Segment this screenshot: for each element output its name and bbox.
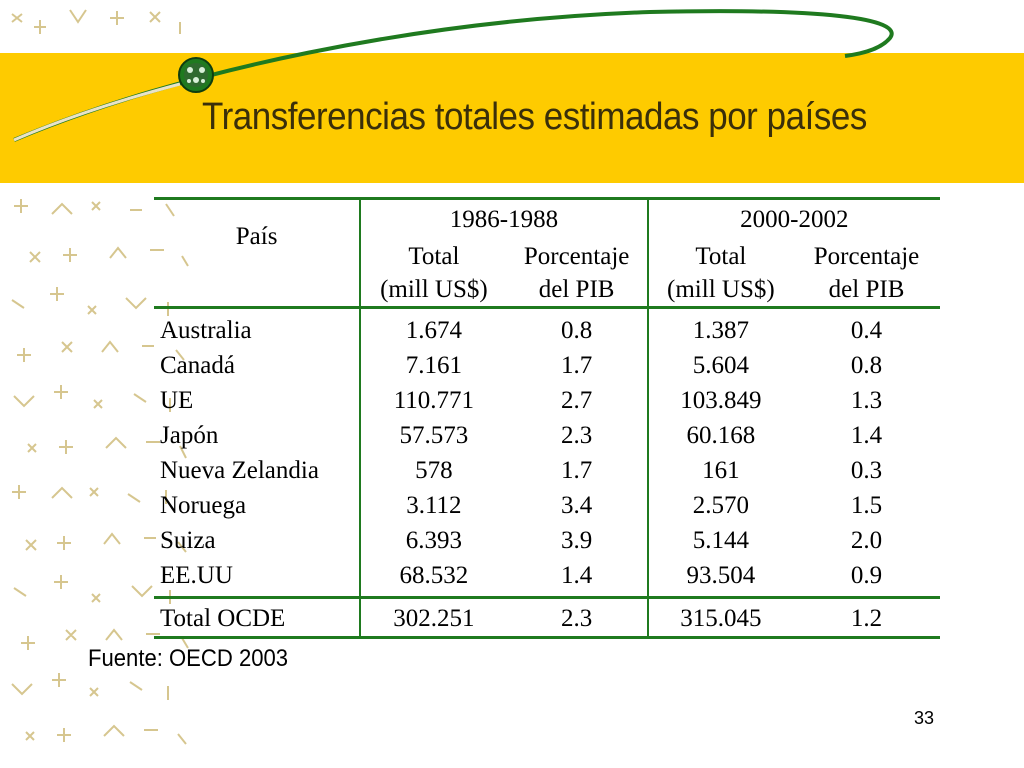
table-row: Japón 57.573 2.3 60.168 1.4 bbox=[154, 418, 940, 453]
cell-total-0002: 315.045 bbox=[646, 597, 794, 638]
cell-country-total: Total OCDE bbox=[160, 605, 286, 632]
cell-total-8688: 110.771 bbox=[359, 383, 507, 418]
table-total-row: Total OCDE 302.251 2.3 315.045 1.2 bbox=[154, 597, 940, 638]
cell-total-8688: 1.674 bbox=[359, 307, 507, 348]
header-total-label: Total bbox=[408, 243, 460, 270]
header-country-spacer bbox=[154, 273, 360, 308]
source-note: Fuente: OECD 2003 bbox=[88, 645, 289, 672]
cell-total-0002: 60.168 bbox=[646, 418, 794, 453]
header-pct-unit-1: del PIB bbox=[538, 276, 615, 303]
table-row: Australia 1.674 0.8 1.387 0.4 bbox=[154, 307, 940, 348]
cell-pct-8688: 3.9 bbox=[560, 527, 593, 554]
cell-pct-0002: 0.3 bbox=[850, 457, 883, 484]
cell-total-0002: 161 bbox=[646, 453, 794, 488]
cell-pct-0002: 2.0 bbox=[850, 527, 883, 554]
cell-total-0002: 103.849 bbox=[646, 383, 794, 418]
header-band bbox=[0, 53, 1024, 183]
cell-pct-8688: 2.7 bbox=[560, 387, 593, 414]
header-total-unit-1: (mill US$) bbox=[359, 273, 507, 308]
cell-pct-8688: 0.8 bbox=[560, 317, 593, 344]
cell-total-8688: 68.532 bbox=[359, 558, 507, 598]
cell-total-0002: 93.504 bbox=[646, 558, 794, 598]
cell-pct-0002: 1.2 bbox=[850, 605, 883, 632]
header-period-1986-1988: 1986-1988 bbox=[359, 198, 648, 240]
header-total-1: Total bbox=[359, 240, 507, 273]
header-pct-unit-2: del PIB bbox=[828, 276, 905, 303]
table-row: Suiza 6.393 3.9 5.144 2.0 bbox=[154, 523, 940, 558]
cell-total-8688: 302.251 bbox=[359, 597, 507, 638]
header-period-2000-2002: 2000-2002 bbox=[646, 198, 940, 240]
table-row: EE.UU 68.532 1.4 93.504 0.9 bbox=[154, 558, 940, 598]
globe-icon bbox=[178, 57, 214, 93]
cell-country: Suiza bbox=[160, 527, 216, 554]
header-pct-label: Porcentaje bbox=[813, 243, 920, 270]
header-total-2: Total bbox=[646, 240, 794, 273]
cell-pct-8688: 2.3 bbox=[560, 422, 593, 449]
cell-pct-0002: 0.4 bbox=[850, 317, 883, 344]
cell-pct-0002: 1.3 bbox=[850, 387, 883, 414]
swoosh-decoration bbox=[13, 9, 894, 142]
cell-pct-8688: 2.3 bbox=[560, 605, 593, 632]
cell-total-8688: 6.393 bbox=[359, 523, 507, 558]
cell-pct-0002: 1.5 bbox=[850, 492, 883, 519]
cell-pct-0002: 1.4 bbox=[850, 422, 883, 449]
slide-title: Transferencias totales estimadas por paí… bbox=[202, 96, 867, 138]
cell-country: UE bbox=[160, 387, 194, 414]
cell-country: Noruega bbox=[160, 492, 247, 519]
transfers-table: País 1986-1988 2000-2002 Total Porcentaj… bbox=[154, 197, 940, 639]
header-total-unit-2: (mill US$) bbox=[646, 273, 794, 308]
table-row: Noruega 3.112 3.4 2.570 1.5 bbox=[154, 488, 940, 523]
cell-total-0002: 5.604 bbox=[646, 348, 794, 383]
header-pct-label: Porcentaje bbox=[523, 243, 630, 270]
cell-pct-8688: 1.7 bbox=[560, 457, 593, 484]
cell-pct-8688: 1.7 bbox=[560, 352, 593, 379]
table-row: Nueva Zelandia 578 1.7 161 0.3 bbox=[154, 453, 940, 488]
cell-pct-0002: 0.8 bbox=[850, 352, 883, 379]
cell-country: EE.UU bbox=[160, 562, 233, 589]
header-pct-2: Porcentaje bbox=[793, 240, 940, 273]
table-row: Canadá 7.161 1.7 5.604 0.8 bbox=[154, 348, 940, 383]
cell-total-8688: 3.112 bbox=[359, 488, 507, 523]
cell-pct-0002: 0.9 bbox=[850, 562, 883, 589]
slide-number: 33 bbox=[914, 708, 935, 728]
cell-country: Canadá bbox=[160, 352, 235, 379]
cell-total-0002: 1.387 bbox=[646, 307, 794, 348]
header-total-label: Total bbox=[695, 243, 747, 270]
cell-total-0002: 2.570 bbox=[646, 488, 794, 523]
cell-country: Australia bbox=[160, 317, 252, 344]
header-pct-1: Porcentaje bbox=[507, 240, 648, 273]
cell-total-8688: 578 bbox=[359, 453, 507, 488]
header-country: País bbox=[235, 223, 278, 250]
cell-country: Nueva Zelandia bbox=[160, 457, 319, 484]
cell-country: Japón bbox=[160, 422, 219, 449]
cell-total-8688: 57.573 bbox=[359, 418, 507, 453]
cell-pct-8688: 3.4 bbox=[560, 492, 593, 519]
cell-total-8688: 7.161 bbox=[359, 348, 507, 383]
table-row: UE 110.771 2.7 103.849 1.3 bbox=[154, 383, 940, 418]
cell-pct-8688: 1.4 bbox=[560, 562, 593, 589]
cell-total-0002: 5.144 bbox=[646, 523, 794, 558]
